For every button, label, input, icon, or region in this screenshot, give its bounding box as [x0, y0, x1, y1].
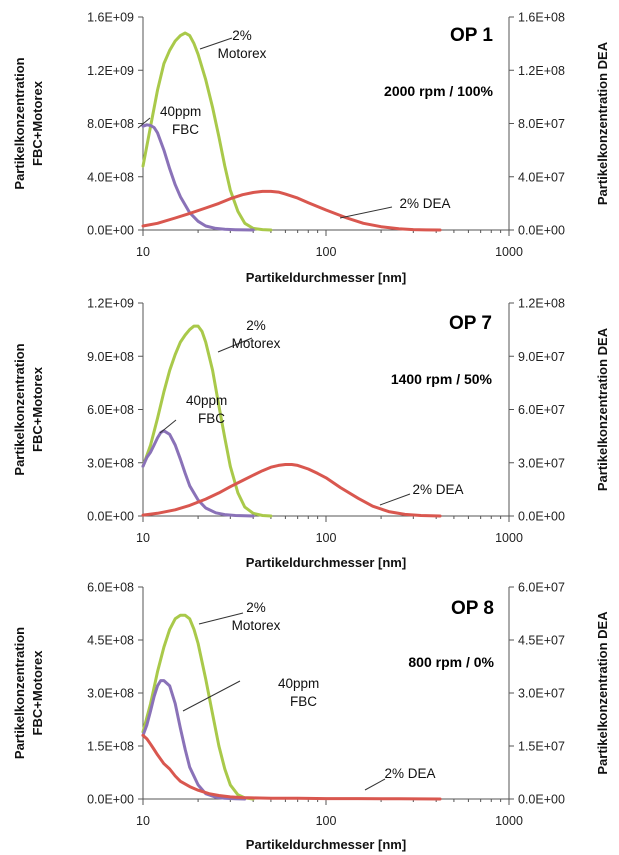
panel-2-x-tick-label: 1000 — [495, 531, 523, 545]
panel-3-series-line-dea — [141, 733, 442, 801]
panel-3-left-tick-label: 6.0E+08 — [87, 581, 134, 595]
panel-3-left-axis-title-line2: FBC+Motorex — [30, 650, 45, 736]
panel-2-fbc-leader-line — [159, 419, 177, 434]
panel-1-left-tick-label: 1.6E+09 — [87, 11, 134, 25]
panel-2-x-tick-label: 100 — [316, 531, 337, 545]
panel-1-right-axis-title: Partikelkonzentration DEA — [595, 41, 610, 205]
panel-2-motorex-label-line2: Motorex — [232, 336, 281, 351]
panel-1-condition-label: 2000 rpm / 100% — [384, 83, 494, 99]
panel-3-x-tick-label: 100 — [316, 814, 337, 828]
panel-1-left-tick-label: 1.2E+09 — [87, 64, 134, 78]
panel-1-x-axis-title: Partikeldurchmesser [nm] — [246, 270, 406, 285]
panel-3-condition-label: 800 rpm / 0% — [408, 654, 494, 670]
panel-2-right-tick-label: 9.0E+07 — [518, 350, 565, 364]
panel-3-op-label: OP 8 — [451, 598, 494, 619]
panel-1-right-tick-label: 1.6E+08 — [518, 11, 565, 25]
panel-2-fbc-label-line2: FBC — [198, 411, 225, 426]
panel-2-left-tick-label: 6.0E+08 — [87, 403, 134, 417]
panel-1-dea-leader-line — [339, 206, 393, 219]
panel-1-right-tick-label: 0.0E+00 — [518, 224, 565, 238]
panel-2-motorex-leader-line — [217, 337, 253, 353]
panel-2-series-line-fbc — [141, 429, 255, 518]
panel-3-right-axis-title: Partikelkonzentration DEA — [595, 611, 610, 775]
panel-1-left-tick-label: 8.0E+08 — [87, 117, 134, 131]
panel-1-left-axis-title-line1: Partikelkonzentration — [12, 57, 27, 189]
panel-3-right-tick-label: 6.0E+07 — [518, 581, 565, 595]
panel-3-x-tick-label: 1000 — [495, 814, 523, 828]
panel-3-left-tick-label: 4.5E+08 — [87, 634, 134, 648]
panel-3-right-tick-label: 1.5E+07 — [518, 740, 565, 754]
panel-1-op-label: OP 1 — [450, 25, 493, 46]
panel-2-right-tick-label: 6.0E+07 — [518, 403, 565, 417]
panel-3-left-tick-label: 0.0E+00 — [87, 793, 134, 807]
panel-1-right-tick-label: 1.2E+08 — [518, 64, 565, 78]
panel-3-left-tick-label: 1.5E+08 — [87, 740, 134, 754]
panel-1-series-line-fbc — [141, 123, 255, 232]
panel-3-motorex-label-line2: Motorex — [232, 618, 281, 633]
panel-1-series-line-motorex — [141, 31, 273, 232]
panel-3-right-tick-label: 0.0E+00 — [518, 793, 565, 807]
panel-3-fbc-label-line1: 40ppm — [278, 676, 319, 691]
panel-3-motorex-label-line1: 2% — [246, 600, 266, 615]
panel-2-right-tick-label: 0.0E+00 — [518, 510, 565, 524]
panel-1-x-tick-label: 1000 — [495, 245, 523, 259]
panel-3-x-tick-label: 10 — [136, 814, 150, 828]
panel-2-left-tick-label: 9.0E+08 — [87, 350, 134, 364]
panel-3-left-tick-label: 3.0E+08 — [87, 687, 134, 701]
panel-1-right-tick-label: 4.0E+07 — [518, 170, 565, 184]
panel-1-motorex-label-line2: Motorex — [218, 46, 267, 61]
panel-2-motorex-label-line1: 2% — [246, 318, 266, 333]
panel-2-right-tick-label: 1.2E+08 — [518, 297, 565, 311]
panel-1-dea-label: 2% DEA — [399, 196, 450, 211]
panel-1-fbc-label-line1: 40ppm — [160, 104, 201, 119]
panel-1-x-tick-label: 10 — [136, 245, 150, 259]
panel-1-left-tick-label: 4.0E+08 — [87, 170, 134, 184]
panel-3-dea-label: 2% DEA — [384, 766, 435, 781]
panel-2-x-axis-title: Partikeldurchmesser [nm] — [246, 555, 406, 570]
panel-1-series-line-dea — [141, 189, 442, 232]
panel-2-dea-leader-line — [379, 493, 411, 506]
panel-3-fbc-label-line2: FBC — [290, 694, 317, 709]
panel-2-left-axis-title-line1: Partikelkonzentration — [12, 343, 27, 475]
panel-2-series-line-motorex — [141, 324, 273, 518]
panel-2-right-tick-label: 3.0E+07 — [518, 456, 565, 470]
panel-2-condition-label: 1400 rpm / 50% — [391, 371, 493, 387]
panel-2-left-tick-label: 1.2E+09 — [87, 297, 134, 311]
panel-1-fbc-label-line2: FBC — [172, 122, 199, 137]
panel-2-left-tick-label: 0.0E+00 — [87, 510, 134, 524]
panel-1-left-tick-label: 0.0E+00 — [87, 224, 134, 238]
panel-3-dea-leader-line — [364, 778, 386, 791]
panel-1-fbc-leader-line — [137, 117, 151, 129]
panel-2-x-tick-label: 10 — [136, 531, 150, 545]
panel-3-right-tick-label: 3.0E+07 — [518, 687, 565, 701]
panel-2-left-tick-label: 3.0E+08 — [87, 456, 134, 470]
panel-1-motorex-leader-line — [199, 37, 233, 50]
panel-3-motorex-leader-line — [198, 612, 244, 625]
panel-3-right-tick-label: 4.5E+07 — [518, 634, 565, 648]
panel-1-x-tick-label: 100 — [316, 245, 337, 259]
panel-1-right-tick-label: 8.0E+07 — [518, 117, 565, 131]
panel-2-op-label: OP 7 — [449, 313, 492, 334]
panel-1-motorex-label-line1: 2% — [232, 28, 252, 43]
panel-3-left-axis-title-line1: Partikelkonzentration — [12, 627, 27, 759]
panel-2-right-axis-title: Partikelkonzentration DEA — [595, 327, 610, 491]
panel-3-fbc-leader-line — [182, 680, 241, 712]
panel-2-fbc-label-line1: 40ppm — [186, 393, 227, 408]
panel-3-series-line-motorex — [141, 613, 255, 801]
panel-3-series-line-fbc — [141, 679, 247, 801]
panel-1-left-axis-title-line2: FBC+Motorex — [30, 80, 45, 166]
panel-2-series-line-dea — [141, 463, 442, 518]
panel-3-x-axis-title: Partikeldurchmesser [nm] — [246, 837, 406, 852]
panel-2-dea-label: 2% DEA — [412, 482, 463, 497]
panel-2-left-axis-title-line2: FBC+Motorex — [30, 366, 45, 452]
